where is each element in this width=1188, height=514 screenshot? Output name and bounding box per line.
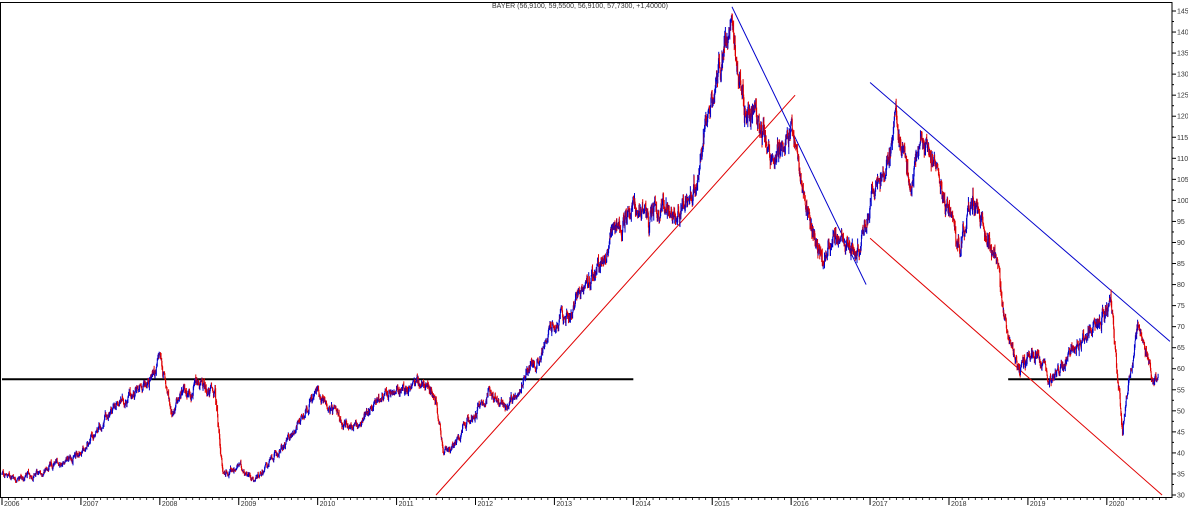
y-tick-label: 80 — [1177, 282, 1185, 289]
y-tick-label: 45 — [1177, 429, 1185, 436]
x-tick-label: 2016 — [793, 501, 809, 508]
x-tick-label: 2017 — [872, 501, 888, 508]
x-tick-label: 2013 — [556, 501, 572, 508]
y-tick-label: 115 — [1177, 135, 1188, 142]
y-tick-label: 100 — [1177, 198, 1188, 205]
y-tick-label: 40 — [1177, 450, 1185, 457]
y-tick-label: 50 — [1177, 408, 1185, 415]
y-tick-label: 70 — [1177, 324, 1185, 331]
x-tick-label: 2007 — [83, 501, 99, 508]
y-tick-label: 95 — [1177, 219, 1185, 226]
x-tick-label: 2006 — [4, 501, 20, 508]
x-tick-label: 2020 — [1109, 501, 1125, 508]
y-tick-label: 130 — [1177, 72, 1188, 79]
x-tick-label: 2010 — [320, 501, 336, 508]
x-tick-label: 2018 — [951, 501, 967, 508]
y-tick-label: 85 — [1177, 261, 1185, 268]
y-tick-label: 75 — [1177, 303, 1185, 310]
x-tick-label: 2011 — [399, 501, 414, 508]
y-tick-label: 145 — [1177, 9, 1188, 16]
y-tick-label: 90 — [1177, 240, 1185, 247]
y-tick-label: 140 — [1177, 30, 1188, 37]
x-tick-label: 2014 — [635, 501, 651, 508]
y-tick-label: 105 — [1177, 177, 1188, 184]
y-tick-label: 30 — [1177, 493, 1185, 500]
y-tick-label: 65 — [1177, 345, 1185, 352]
y-tick-label: 110 — [1177, 156, 1188, 163]
y-tick-label: 120 — [1177, 114, 1188, 121]
y-tick-label: 125 — [1177, 93, 1188, 100]
x-tick-label: 2012 — [477, 501, 493, 508]
x-tick-label: 2009 — [241, 501, 257, 508]
y-tick-label: 60 — [1177, 366, 1185, 373]
x-tick-label: 2019 — [1030, 501, 1046, 508]
x-tick-label: 2015 — [714, 501, 730, 508]
y-tick-label: 35 — [1177, 471, 1185, 478]
y-tick-label: 55 — [1177, 387, 1185, 394]
y-tick-label: 135 — [1177, 51, 1188, 58]
x-tick-label: 2008 — [162, 501, 178, 508]
chart-title: BAYER (56,9100, 59,5500, 56,9100, 57,730… — [492, 3, 668, 10]
